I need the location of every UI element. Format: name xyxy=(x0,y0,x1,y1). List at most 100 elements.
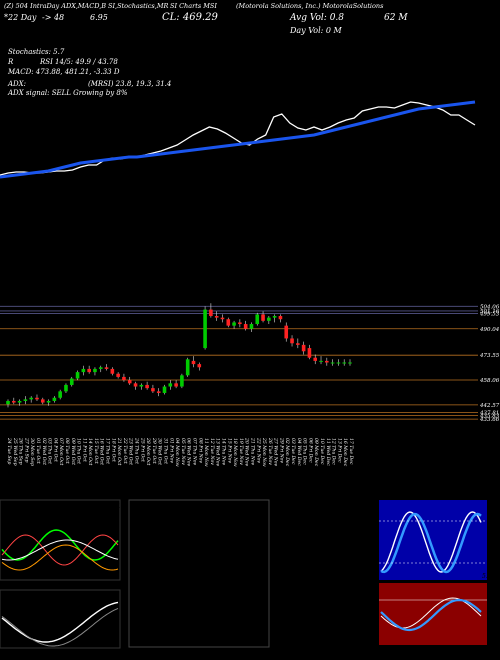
candle-body xyxy=(52,397,57,401)
candle-body xyxy=(127,380,132,384)
candle-body xyxy=(17,400,22,403)
candle-body xyxy=(243,324,248,329)
intraday-title: Intra Day Trading Price & MR xyxy=(127,490,236,498)
level-label: 499.53 xyxy=(479,312,500,318)
rsi-lines xyxy=(379,597,487,632)
date-label: 30 Wed Oct xyxy=(157,438,163,465)
stoch-d-line xyxy=(380,512,482,574)
date-label: 27 Fri Sep xyxy=(23,437,29,462)
date-label: 04 Mon Nov xyxy=(174,438,180,467)
level-label: 504.06 xyxy=(480,304,500,310)
date-label: 25 Wed Sep xyxy=(12,437,18,466)
candle-body xyxy=(156,391,161,393)
candle-body xyxy=(35,397,39,400)
header-price: 6.95 xyxy=(90,13,108,22)
candle-body xyxy=(145,384,149,389)
candle-body xyxy=(336,362,341,364)
date-label: 14 Thu Nov xyxy=(220,438,226,466)
date-label: 30 Mon Sep xyxy=(29,438,35,466)
candle-body xyxy=(110,368,115,374)
date-label: 09 Wed Oct xyxy=(70,438,76,465)
level-label: 437.81 xyxy=(479,410,499,416)
mrsi-line xyxy=(380,598,482,632)
candle-body xyxy=(267,317,271,321)
candle-body xyxy=(296,343,300,345)
date-label: 10 Tue Dec xyxy=(319,438,325,465)
candle-body xyxy=(278,316,283,320)
candle-body xyxy=(348,362,352,364)
candle-body xyxy=(238,322,242,325)
adx-plus-line xyxy=(1,529,119,561)
level-label: 501.16 xyxy=(480,309,500,315)
candle-body xyxy=(203,309,207,349)
candle-body xyxy=(168,383,173,387)
date-label: 22 Fri Nov xyxy=(255,437,261,463)
candle-body xyxy=(249,324,254,329)
date-label: 18 Mon Nov xyxy=(232,438,238,467)
level-label: 442.57 xyxy=(479,403,500,409)
macd-signal-line xyxy=(1,607,119,647)
adx-text: ADX: xyxy=(7,80,26,88)
date-label: 15 Fri Nov xyxy=(226,438,232,463)
stoch-lines xyxy=(379,511,487,574)
date-label: 05 Thu Dec xyxy=(302,438,308,465)
date-label: 04 Wed Dec xyxy=(296,438,302,466)
date-label: 17 Tue Dec xyxy=(348,438,354,465)
candle-body xyxy=(226,319,231,326)
candle-body xyxy=(255,314,260,325)
panel-adx-macd: ADX & MACD ADX: 23.79 +DY: 19.33 -DY: 31… xyxy=(0,490,121,649)
date-label: 29 Fri Nov xyxy=(278,437,284,463)
date-label: 06 Fri Dec xyxy=(307,438,313,463)
date-label: 31 Thu Oct xyxy=(163,438,169,464)
header-line1-mid: SI,Stochastics,MR xyxy=(108,2,168,10)
date-label: 22 Tue Oct xyxy=(122,437,128,464)
date-label: 20 Wed Nov xyxy=(244,437,250,467)
macd-line xyxy=(1,601,119,643)
candle-body xyxy=(69,378,74,385)
series-price xyxy=(0,101,476,176)
candle-body xyxy=(87,368,91,373)
panel-intraday: Intra Day Trading Price & MR SI xyxy=(127,490,270,648)
candle-body xyxy=(122,376,126,381)
date-label: 03 Thu Oct xyxy=(47,438,53,464)
candle-body xyxy=(209,309,213,317)
date-label: 25 Fri Oct xyxy=(139,437,145,462)
date-label: 16 Mon Dec xyxy=(342,438,348,467)
adx-lines xyxy=(1,529,119,571)
intraday-frame xyxy=(128,499,270,648)
stoch-tick-80: 80 xyxy=(489,513,497,520)
candle-body xyxy=(75,372,80,379)
candle-body xyxy=(46,400,51,403)
candle-body xyxy=(6,400,10,405)
header-dayvol: Day Vol: 0 M xyxy=(289,26,343,35)
date-label: 10 Thu Oct xyxy=(76,438,82,464)
date-label: 02 Mon Dec xyxy=(284,438,290,467)
candle-body xyxy=(93,368,97,373)
candle-body xyxy=(301,344,306,352)
date-label: 26 Thu Sep xyxy=(18,437,24,465)
rsi-tick-20: 20 xyxy=(488,627,497,634)
panel-stoch-rsi: Stochastics & R SI 80 50 20 5.7 50 30 20 xyxy=(379,490,497,645)
header-avgvol: Avg Vol: 0.8 xyxy=(289,13,344,23)
candle-body xyxy=(81,368,86,373)
date-label: 03 Tue Dec xyxy=(290,438,296,465)
header-company: (Motorola Solutions, Inc.) MotorolaSolut… xyxy=(236,2,384,10)
candle-body xyxy=(180,375,184,387)
candle-body xyxy=(29,397,33,400)
date-label: 07 Mon Oct xyxy=(58,438,64,466)
adx-orange-line xyxy=(1,544,119,571)
date-label: 08 Tue Oct xyxy=(64,438,70,464)
date-label: 02 Wed Oct xyxy=(41,438,47,465)
level-label: 490.04 xyxy=(479,327,500,333)
stoch-k-line xyxy=(380,511,482,573)
candlesticks xyxy=(6,303,352,408)
candle-body xyxy=(330,362,335,364)
candle-body xyxy=(325,360,329,363)
date-label: 09 Mon Dec xyxy=(313,438,319,467)
indicator-text: Stochastics: 5.7 R RSI 14/5: 49.9 / 43.7… xyxy=(7,48,171,97)
header-vol: 62 M xyxy=(384,13,408,23)
header-row2: *22 Day -> 48 6.95 CL: 469.29 Avg Vol: 0… xyxy=(4,12,408,35)
candle-body xyxy=(313,357,318,361)
candle-body xyxy=(116,373,120,377)
